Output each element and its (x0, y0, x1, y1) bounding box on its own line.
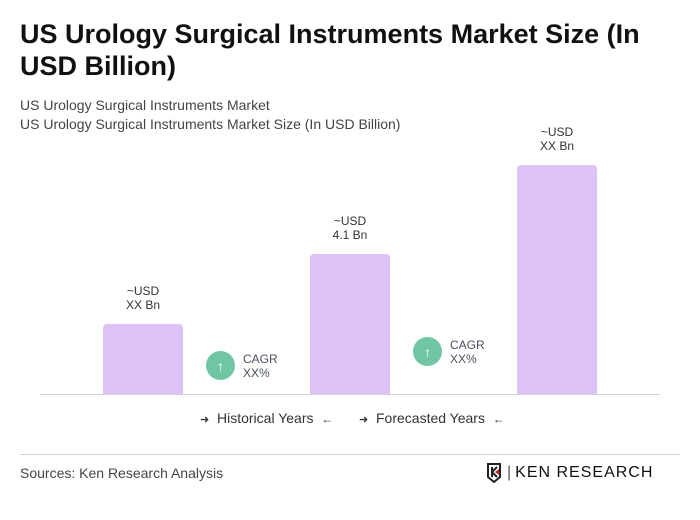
bar-label-2: ~USD 4.1 Bn (300, 214, 400, 242)
bar-label-line: XX Bn (539, 139, 575, 154)
ken-research-logo: | KEN RESEARCH (486, 463, 653, 483)
cagr-label: CAGR (243, 351, 278, 366)
cagr-badge-1: ↑ CAGR XX% (206, 351, 278, 380)
bar-3 (517, 165, 597, 394)
arrow-left-icon: ← (321, 412, 334, 426)
bar-label-line: XX Bn (125, 298, 161, 312)
bar-2 (310, 254, 390, 394)
bar-1 (103, 324, 183, 394)
arrow-right-icon: ➜ (200, 414, 210, 426)
logo-mark-icon (487, 463, 501, 483)
cagr-value: XX% (450, 351, 477, 366)
bar-label-3: ~USD XX Bn (507, 125, 607, 153)
cagr-label: CAGR (450, 337, 485, 352)
chart-title: US Urology Surgical Instruments Market S… (20, 19, 640, 81)
legend-label: Historical Years (217, 410, 314, 426)
subtitle: US Urology Surgical Instruments Market (20, 97, 270, 113)
bar-label-1: ~USD XX Bn (93, 284, 193, 312)
footer-divider (20, 454, 680, 455)
logo-text: KEN RESEARCH (515, 464, 654, 481)
subtitle-2: US Urology Surgical Instruments Market S… (20, 116, 401, 132)
arrow-up-icon: ↑ (413, 337, 442, 366)
bar-label-line: 4.1 Bn (332, 228, 368, 242)
x-axis-line (40, 394, 660, 395)
arrow-left-icon: ← (492, 412, 505, 426)
cagr-value: XX% (243, 365, 270, 380)
source-text: Sources: Ken Research Analysis (20, 465, 224, 481)
cagr-badge-2: ↑ CAGR XX% (413, 337, 485, 366)
bar-label-line: ~USD (333, 214, 367, 228)
bar-label-line: ~USD (540, 125, 574, 140)
bar-label-line: ~USD (126, 284, 160, 298)
legend-historical: ➜ Historical Years ← (200, 410, 333, 426)
arrow-up-icon: ↑ (206, 351, 235, 380)
legend-label: Forecasted Years (376, 410, 485, 426)
arrow-right-icon: ➜ (359, 414, 369, 426)
legend-forecasted: ➜ Forecasted Years ← (359, 410, 505, 426)
